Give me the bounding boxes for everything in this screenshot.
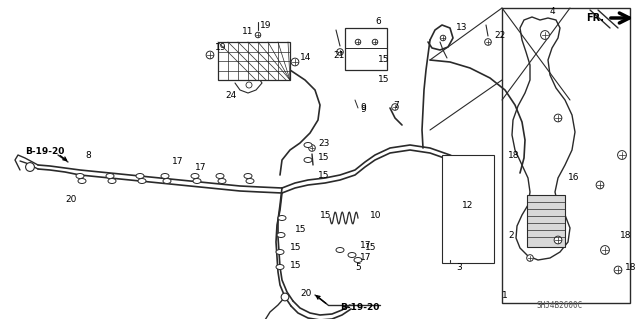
Bar bbox=[442, 155, 494, 263]
Text: 15: 15 bbox=[290, 261, 301, 270]
Text: 15: 15 bbox=[295, 226, 307, 234]
Ellipse shape bbox=[336, 248, 344, 253]
Ellipse shape bbox=[304, 158, 312, 162]
Ellipse shape bbox=[276, 249, 284, 255]
Text: 15: 15 bbox=[378, 76, 390, 85]
Text: 20: 20 bbox=[65, 196, 76, 204]
Circle shape bbox=[372, 39, 378, 45]
Text: 24: 24 bbox=[225, 92, 236, 100]
Circle shape bbox=[291, 58, 299, 66]
Text: SHJ4B2600C: SHJ4B2600C bbox=[537, 300, 583, 309]
Text: 15: 15 bbox=[320, 211, 332, 219]
Ellipse shape bbox=[136, 174, 144, 179]
Circle shape bbox=[308, 145, 316, 151]
Ellipse shape bbox=[216, 174, 224, 179]
Circle shape bbox=[614, 266, 622, 274]
Text: B-19-20: B-19-20 bbox=[340, 303, 380, 313]
Text: 7: 7 bbox=[393, 100, 399, 109]
Circle shape bbox=[600, 246, 609, 254]
Circle shape bbox=[26, 163, 35, 171]
Ellipse shape bbox=[218, 179, 226, 183]
Text: 17: 17 bbox=[172, 158, 184, 167]
Text: 3: 3 bbox=[456, 263, 461, 272]
Circle shape bbox=[484, 39, 492, 45]
Text: 17: 17 bbox=[195, 164, 207, 173]
Ellipse shape bbox=[348, 253, 356, 257]
Text: 22: 22 bbox=[494, 32, 505, 41]
Ellipse shape bbox=[193, 179, 201, 183]
Circle shape bbox=[255, 32, 260, 38]
Text: 11: 11 bbox=[242, 27, 253, 36]
Circle shape bbox=[541, 31, 549, 40]
Text: 17: 17 bbox=[360, 241, 371, 249]
Circle shape bbox=[440, 35, 445, 41]
Text: 13: 13 bbox=[456, 24, 467, 33]
Text: 16: 16 bbox=[568, 174, 579, 182]
Ellipse shape bbox=[161, 174, 169, 179]
Ellipse shape bbox=[277, 233, 285, 238]
Circle shape bbox=[554, 236, 562, 244]
Bar bbox=[345, 28, 387, 70]
Text: 5: 5 bbox=[355, 263, 361, 272]
Text: 6: 6 bbox=[375, 18, 381, 26]
Text: 15: 15 bbox=[318, 170, 330, 180]
Text: 15: 15 bbox=[365, 243, 376, 253]
Text: 15: 15 bbox=[318, 153, 330, 162]
Circle shape bbox=[596, 181, 604, 189]
Text: 9: 9 bbox=[360, 106, 365, 115]
Text: 10: 10 bbox=[370, 211, 381, 219]
Circle shape bbox=[392, 104, 398, 110]
Text: 15: 15 bbox=[290, 243, 301, 253]
Circle shape bbox=[618, 151, 627, 160]
Text: 18: 18 bbox=[508, 151, 520, 160]
Text: 9: 9 bbox=[360, 103, 365, 113]
Text: 18: 18 bbox=[620, 231, 632, 240]
Circle shape bbox=[246, 82, 252, 88]
Circle shape bbox=[281, 293, 289, 301]
Ellipse shape bbox=[244, 174, 252, 179]
Text: 18: 18 bbox=[625, 263, 637, 272]
Text: 12: 12 bbox=[462, 201, 474, 210]
Bar bbox=[502, 8, 630, 303]
Bar bbox=[218, 42, 290, 80]
Text: 8: 8 bbox=[85, 151, 91, 160]
Ellipse shape bbox=[138, 179, 146, 183]
Text: B-19-20: B-19-20 bbox=[25, 147, 65, 157]
Ellipse shape bbox=[191, 174, 199, 179]
Ellipse shape bbox=[108, 179, 116, 183]
Text: 19: 19 bbox=[215, 43, 227, 53]
Text: 1: 1 bbox=[502, 291, 508, 300]
Text: 14: 14 bbox=[300, 54, 312, 63]
Ellipse shape bbox=[276, 264, 284, 270]
Text: 4: 4 bbox=[550, 8, 556, 17]
Circle shape bbox=[337, 49, 343, 55]
Text: 2: 2 bbox=[508, 231, 514, 240]
Bar bbox=[527, 195, 565, 247]
Text: 23: 23 bbox=[318, 139, 330, 149]
Ellipse shape bbox=[278, 216, 286, 220]
Ellipse shape bbox=[163, 179, 171, 183]
Ellipse shape bbox=[304, 143, 312, 147]
Ellipse shape bbox=[354, 257, 362, 263]
Text: 15: 15 bbox=[378, 56, 390, 64]
Ellipse shape bbox=[106, 174, 114, 179]
Circle shape bbox=[527, 255, 533, 261]
Text: 19: 19 bbox=[260, 21, 271, 31]
Circle shape bbox=[554, 114, 562, 122]
Circle shape bbox=[355, 39, 361, 45]
Ellipse shape bbox=[76, 174, 84, 179]
Text: 21: 21 bbox=[333, 50, 344, 60]
Ellipse shape bbox=[78, 179, 86, 183]
Circle shape bbox=[206, 51, 214, 59]
Text: 20: 20 bbox=[300, 288, 312, 298]
Text: 17: 17 bbox=[360, 254, 371, 263]
Ellipse shape bbox=[246, 179, 254, 183]
Text: FR.: FR. bbox=[586, 13, 604, 23]
